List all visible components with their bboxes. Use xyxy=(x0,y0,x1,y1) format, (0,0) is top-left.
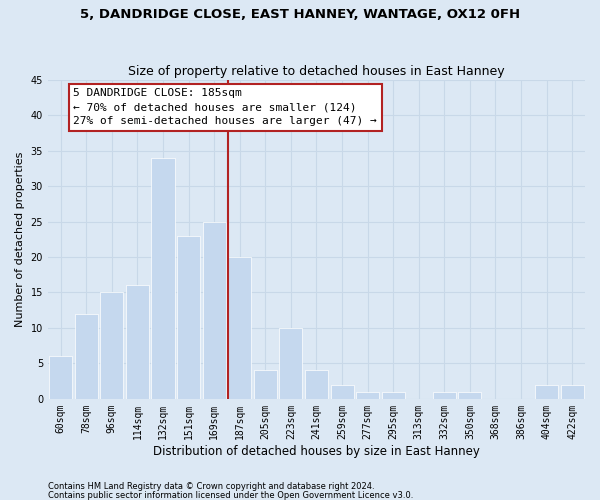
Bar xyxy=(228,257,251,399)
Bar xyxy=(305,370,328,399)
Bar xyxy=(561,384,584,399)
Bar xyxy=(331,384,353,399)
Text: 5 DANDRIDGE CLOSE: 185sqm
← 70% of detached houses are smaller (124)
27% of semi: 5 DANDRIDGE CLOSE: 185sqm ← 70% of detac… xyxy=(73,88,377,126)
X-axis label: Distribution of detached houses by size in East Hanney: Distribution of detached houses by size … xyxy=(153,444,480,458)
Bar xyxy=(49,356,72,399)
Bar xyxy=(356,392,379,399)
Bar xyxy=(177,236,200,399)
Bar xyxy=(458,392,481,399)
Bar xyxy=(433,392,456,399)
Text: Contains public sector information licensed under the Open Government Licence v3: Contains public sector information licen… xyxy=(48,491,413,500)
Bar xyxy=(254,370,277,399)
Bar xyxy=(382,392,404,399)
Title: Size of property relative to detached houses in East Hanney: Size of property relative to detached ho… xyxy=(128,66,505,78)
Bar xyxy=(75,314,98,399)
Y-axis label: Number of detached properties: Number of detached properties xyxy=(15,152,25,327)
Bar xyxy=(151,158,175,399)
Text: 5, DANDRIDGE CLOSE, EAST HANNEY, WANTAGE, OX12 0FH: 5, DANDRIDGE CLOSE, EAST HANNEY, WANTAGE… xyxy=(80,8,520,20)
Bar xyxy=(100,292,124,399)
Text: Contains HM Land Registry data © Crown copyright and database right 2024.: Contains HM Land Registry data © Crown c… xyxy=(48,482,374,491)
Bar xyxy=(203,222,226,399)
Bar xyxy=(535,384,558,399)
Bar xyxy=(126,286,149,399)
Bar xyxy=(280,328,302,399)
